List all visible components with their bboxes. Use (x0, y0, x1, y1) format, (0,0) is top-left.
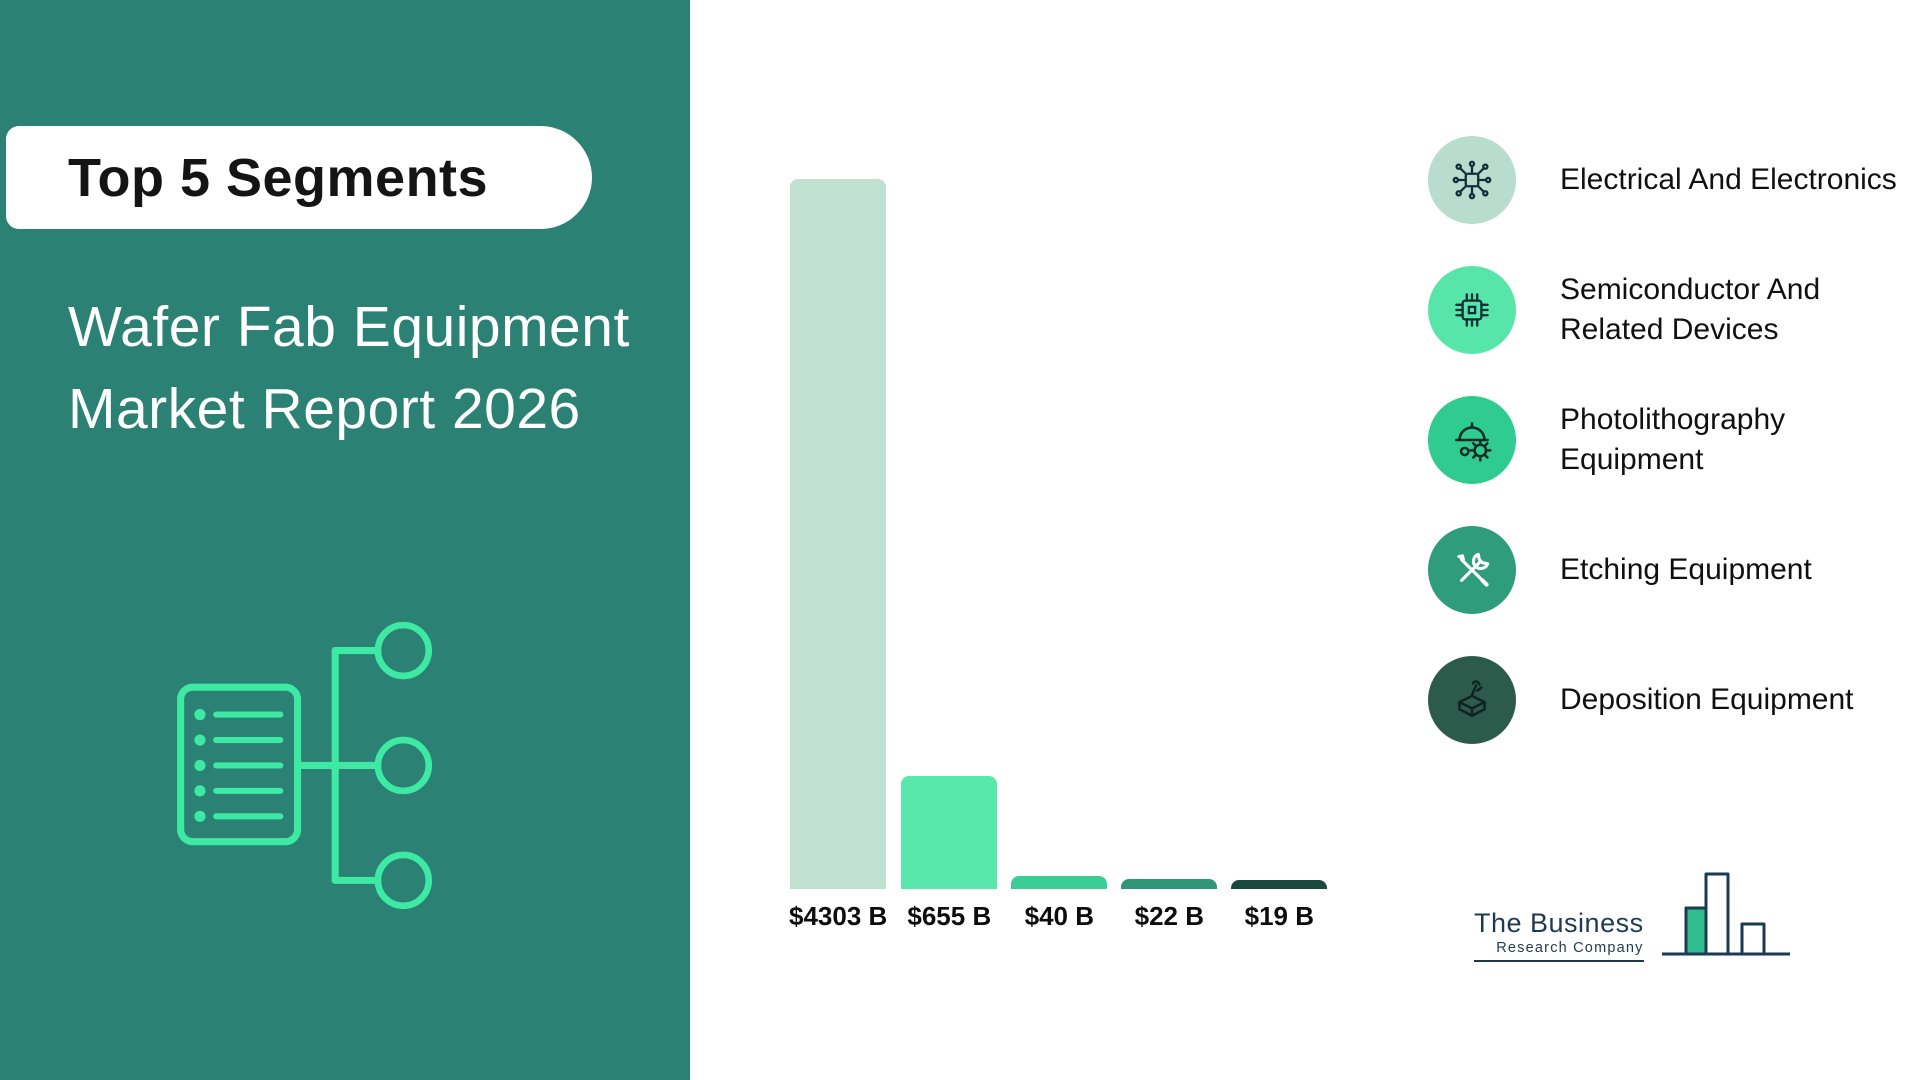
bar-value-label: $40 B (1024, 901, 1094, 931)
legend-item-photolithography-equipment: Photolithography Equipment (1428, 396, 1920, 484)
document-tree-illustration (177, 621, 433, 910)
chart-bar (901, 776, 998, 889)
legend-icon-circle (1428, 266, 1516, 354)
badge-label: Top 5 Segments (68, 147, 489, 208)
legend-label: Deposition Equipment (1560, 683, 1854, 716)
legend-item-etching-equipment: Etching Equipment (1428, 526, 1920, 614)
hardhat-gear-icon (1455, 422, 1492, 462)
legend-label: Electrical And Electronics (1560, 163, 1897, 196)
bar-column: $4303 B (789, 171, 887, 932)
brand-name: The Business (1474, 908, 1644, 938)
legend-icon-circle (1428, 396, 1516, 484)
deposit-box-icon (1458, 680, 1486, 717)
left-panel: Top 5 Segments Wafer Fab Equipment Marke… (0, 0, 690, 1080)
bar-value-label: $22 B (1134, 901, 1204, 931)
chart-bar (1011, 876, 1108, 889)
bar-chart: $4303 B $655 B $40 B $22 B $19 B (789, 171, 1328, 932)
bar-value-label: $4303 B (789, 901, 888, 931)
brand-logo: The Business Research Company (1474, 868, 1796, 962)
page-title-line2: Market Report 2026 (68, 377, 581, 441)
top-5-segments-badge: Top 5 Segments (6, 126, 592, 229)
page-title: Wafer Fab Equipment Market Report 2026 (68, 286, 648, 450)
chart-bar (790, 179, 887, 889)
bar-value-label: $655 B (907, 901, 992, 931)
legend-icon-circle (1428, 526, 1516, 614)
brand-bars-icon (1661, 872, 1790, 956)
tools-icon (1457, 552, 1490, 587)
legend-label: Etching Equipment (1560, 553, 1812, 586)
legend-label: Semiconductor And Related Devices (1560, 273, 1821, 346)
legend-icon-circle (1428, 656, 1516, 744)
circuit-icon (1452, 160, 1492, 200)
bar-column: $22 B (1121, 171, 1218, 932)
bar-column: $40 B (1011, 171, 1108, 932)
chip-icon (1455, 293, 1489, 327)
bar-column: $19 B (1231, 171, 1328, 932)
legend-item-deposition-equipment: Deposition Equipment (1428, 656, 1920, 744)
chart-bar (1121, 879, 1218, 889)
brand-subtitle: Research Company (1496, 940, 1644, 956)
bar-column: $655 B (901, 171, 998, 932)
legend-label: Photolithography Equipment (1560, 403, 1786, 476)
legend-item-semiconductor-and-related-devices: Semiconductor And Related Devices (1428, 266, 1920, 354)
bar-value-label: $19 B (1244, 901, 1314, 931)
legend: Electrical And Electronics Semiconductor… (1428, 136, 1920, 744)
legend-item-electrical-and-electronics: Electrical And Electronics (1428, 136, 1920, 224)
brand-text: The Business Research Company (1474, 908, 1644, 962)
chart-bar (1231, 880, 1328, 889)
legend-icon-circle (1428, 136, 1516, 224)
page-title-line1: Wafer Fab Equipment (68, 295, 630, 359)
